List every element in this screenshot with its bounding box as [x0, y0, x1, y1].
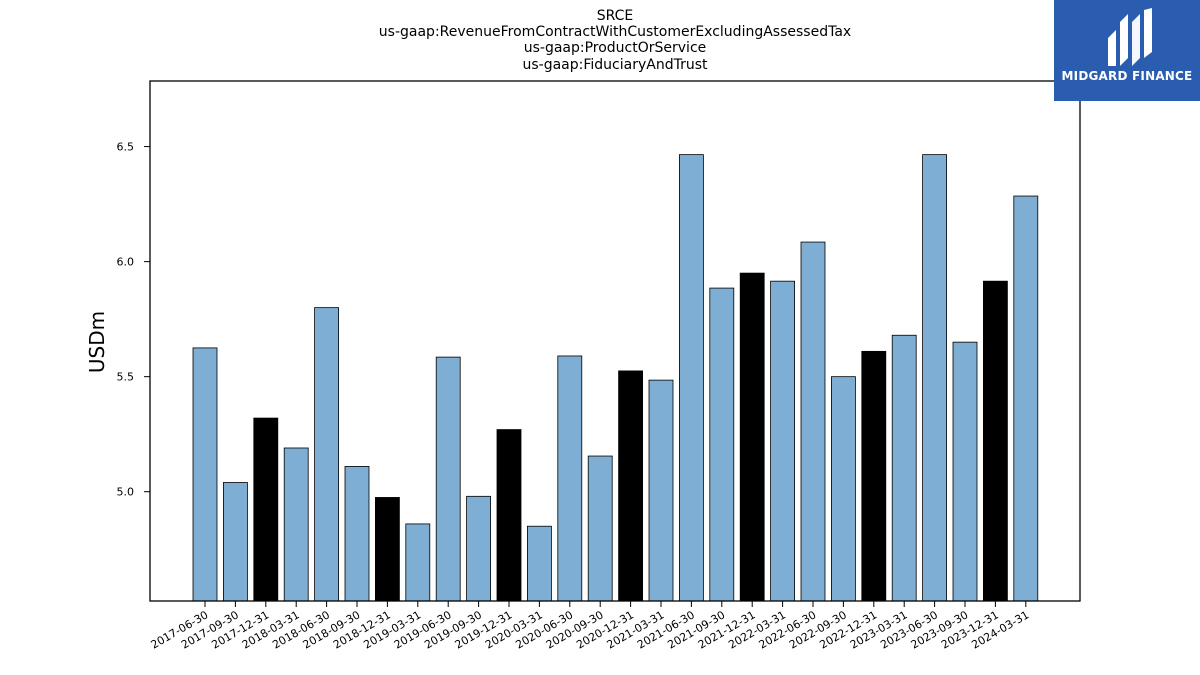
bar-2023-09-30: [952, 341, 978, 602]
chart-title-line-2: us-gaap:RevenueFromContractWithCustomerE…: [379, 24, 851, 40]
bar-2022-12-31: [861, 350, 887, 602]
bars-group: [192, 154, 1039, 602]
bar-2017-09-30: [222, 482, 248, 602]
bar-2017-12-31: [253, 417, 279, 602]
y-tick-label: 6.0: [117, 256, 135, 269]
bar-2020-09-30: [587, 455, 613, 602]
chart-title-line-3: us-gaap:ProductOrService: [524, 40, 707, 56]
plot-frame: [149, 80, 1081, 602]
bar-2023-12-31: [983, 280, 1008, 602]
bar-2018-09-30: [344, 465, 370, 602]
bar-2022-09-30: [831, 376, 856, 602]
bar-2018-06-30: [314, 307, 340, 602]
bar-2022-06-30: [800, 241, 826, 602]
y-tick-label: 5.0: [117, 486, 135, 499]
bar-2020-12-31: [618, 370, 643, 602]
y-tick-label: 6.5: [117, 141, 135, 154]
y-axis-label: USDm: [85, 311, 109, 373]
midgard-finance-logo: MIDGARD FINANCE: [1054, 0, 1200, 101]
y-tick-label: 5.5: [117, 371, 135, 384]
y-axis: 5.0 5.5 6.0 6.5: [117, 141, 150, 499]
bar-2023-06-30: [922, 154, 947, 602]
bar-2019-12-31: [496, 429, 522, 602]
bar-2020-06-30: [557, 355, 583, 602]
chart-title-line-1: SRCE: [597, 8, 634, 24]
bar-2017-06-30: [192, 347, 218, 602]
chart-title: SRCE us-gaap:RevenueFromContractWithCust…: [379, 8, 851, 73]
bar-2019-03-31: [405, 523, 431, 602]
bar-2023-03-31: [891, 334, 917, 602]
logo-text: MIDGARD FINANCE: [1061, 69, 1193, 83]
x-axis: 2017-06-302017-09-302017-12-312018-03-31…: [149, 601, 1031, 652]
bar-2019-09-30: [466, 495, 492, 602]
bar-2018-12-31: [374, 497, 400, 602]
logo-mark-icon: [1108, 8, 1152, 66]
bar-2021-03-31: [648, 379, 674, 602]
bar-2024-03-31: [1013, 195, 1039, 602]
chart-title-line-4: us-gaap:FiduciaryAndTrust: [522, 57, 708, 73]
bar-2020-03-31: [527, 525, 552, 602]
bar-2021-06-30: [679, 154, 704, 602]
bar-2019-06-30: [435, 356, 461, 602]
bar-2022-03-31: [770, 280, 795, 602]
bar-2018-03-31: [283, 447, 309, 602]
bar-2021-12-31: [739, 272, 765, 602]
bar-2021-09-30: [709, 287, 735, 602]
